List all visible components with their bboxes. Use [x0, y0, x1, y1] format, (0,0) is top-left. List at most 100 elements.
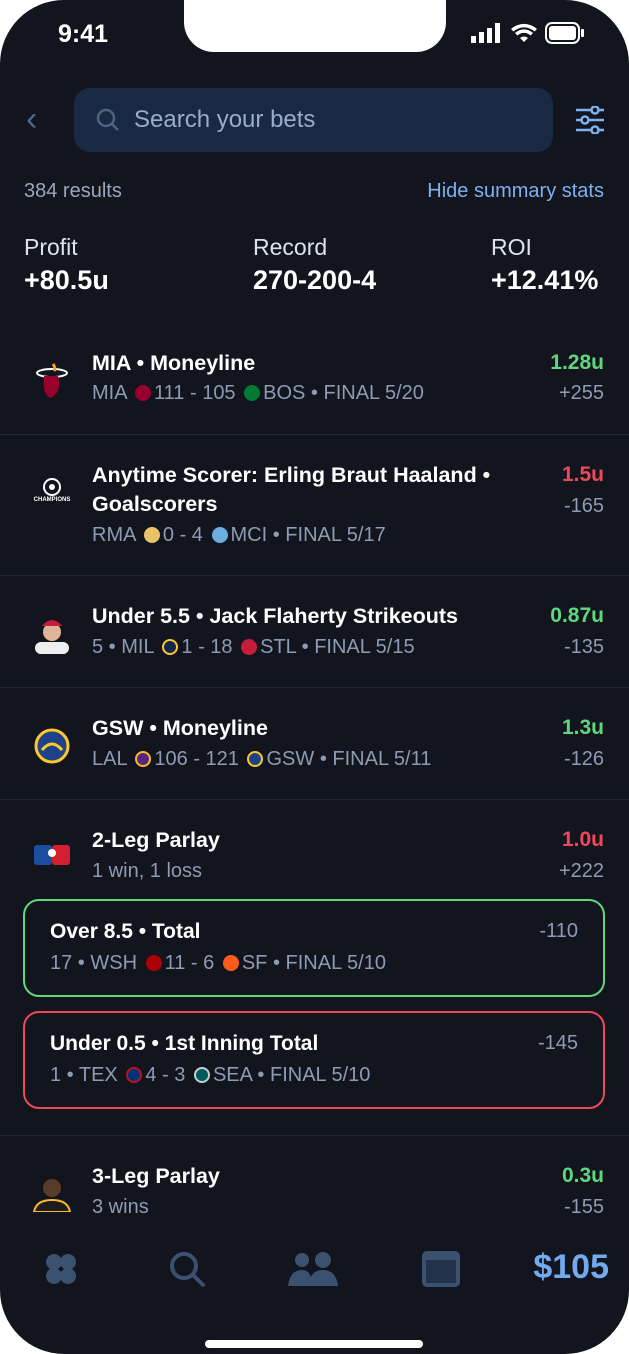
search-bar[interactable]	[74, 88, 553, 152]
bet-subtitle: 5 • MIL 1 - 18 STL • FINAL 5/15	[92, 636, 415, 658]
game-status: FINAL 5/17	[285, 524, 386, 546]
team-home: SEA	[212, 1064, 252, 1086]
cardinals-icon	[241, 639, 258, 655]
bet-row[interactable]: Under 5.5 • Jack Flaherty Strikeouts 5 •…	[0, 576, 629, 688]
team-away: 1 • TEX	[50, 1064, 118, 1086]
bet-amount: 0.87u	[550, 604, 604, 627]
search-tab-icon[interactable]	[168, 1250, 206, 1288]
stat-profit: Profit +80.5u	[24, 234, 109, 296]
bet-amount: 1.28u	[550, 351, 604, 374]
bottom-nav: $105	[0, 1246, 629, 1292]
player-headshot	[30, 1170, 74, 1214]
stat-value: 270-200-4	[253, 265, 377, 295]
bet-odds: +255	[558, 382, 604, 404]
team-away: MIA	[92, 382, 127, 404]
bet-odds: -165	[563, 495, 604, 517]
wifi-icon	[511, 23, 537, 42]
team-home: GSW	[266, 748, 315, 770]
nationals-icon	[145, 955, 162, 971]
stat-label: Profit	[24, 234, 78, 260]
game-status: FINAL 5/20	[323, 382, 424, 404]
team-away: 17 • WSH	[50, 952, 138, 974]
bet-row-parlay[interactable]: 2-Leg Parlay 1 win, 1 loss 1.0u +222 Ove…	[0, 800, 629, 1136]
bet-odds: -135	[563, 636, 604, 658]
lakers-icon	[135, 751, 152, 767]
stat-label: ROI	[491, 234, 532, 260]
bet-title: GSW • Moneyline	[92, 716, 268, 740]
bet-subtitle: 1 win, 1 loss	[92, 860, 203, 882]
mlb-logo	[30, 833, 74, 877]
notch	[184, 0, 446, 52]
player-headshot	[30, 612, 74, 656]
stat-label: Record	[253, 234, 328, 260]
score: 0 - 4	[162, 524, 203, 546]
leg-odds: -110	[539, 920, 578, 942]
warriors-icon	[247, 751, 264, 767]
score: 1 - 18	[181, 636, 233, 658]
team-away: RMA	[92, 524, 136, 546]
score: 106 - 121	[154, 748, 239, 770]
clover-icon[interactable]	[42, 1250, 80, 1288]
bet-title: Under 5.5 • Jack Flaherty Strikeouts	[92, 604, 459, 628]
mariners-icon	[193, 1067, 210, 1083]
bet-title: 2-Leg Parlay	[92, 828, 220, 852]
calendar-icon[interactable]	[421, 1250, 461, 1288]
filter-icon[interactable]	[576, 106, 604, 134]
team-away: LAL	[92, 748, 127, 770]
champions-league-logo: CHAMPIONS	[30, 468, 74, 512]
team-home: BOS	[263, 382, 306, 404]
game-status: FINAL 5/15	[314, 636, 415, 658]
team-away: 5 • MIL	[92, 636, 154, 658]
leg-odds: -145	[537, 1032, 578, 1054]
giants-icon	[222, 955, 239, 971]
back-button[interactable]: ‹	[26, 100, 38, 138]
celtics-icon	[244, 385, 261, 401]
bet-amount: 1.0u	[561, 828, 604, 851]
parlay-leg-loss[interactable]: Under 0.5 • 1st Inning Total 1 • TEX 4 -…	[23, 1011, 605, 1109]
home-indicator	[205, 1340, 423, 1348]
bet-title: Anytime Scorer: Erling Braut Haaland • G…	[92, 463, 491, 516]
brewers-icon	[162, 639, 179, 655]
team-home: MCI	[230, 524, 268, 546]
bet-row[interactable]: MIA • Moneyline MIA 111 - 105 BOS • FINA…	[0, 334, 629, 435]
hide-summary-link[interactable]: Hide summary stats	[427, 180, 604, 202]
search-input[interactable]	[134, 106, 514, 134]
bet-subtitle: MIA 111 - 105 BOS • FINAL 5/20	[92, 382, 424, 404]
rangers-icon	[126, 1067, 143, 1083]
balance-tab[interactable]: $105	[533, 1248, 609, 1286]
team-home: STL	[260, 636, 297, 658]
status-time: 9:41	[58, 20, 109, 48]
man-city-icon	[211, 527, 228, 543]
leg-title: Over 8.5 • Total	[50, 920, 201, 943]
bet-subtitle: LAL 106 - 121 GSW • FINAL 5/11	[92, 748, 432, 770]
game-status: FINAL 5/10	[269, 1064, 371, 1086]
bet-title: 3-Leg Parlay	[92, 1164, 220, 1188]
search-icon	[96, 108, 119, 131]
bet-row[interactable]: GSW • Moneyline LAL 106 - 121 GSW • FINA…	[0, 688, 629, 800]
status-icons	[471, 22, 585, 44]
stat-value: +80.5u	[24, 265, 109, 295]
bet-amount: 1.3u	[561, 716, 604, 739]
bet-row[interactable]: 3-Leg Parlay 3 wins 0.3u -155	[0, 1136, 629, 1236]
game-status: FINAL 5/10	[285, 952, 386, 974]
stat-record: Record 270-200-4	[253, 234, 376, 296]
team-home: SF	[241, 952, 268, 974]
bet-amount: 1.5u	[561, 463, 604, 486]
stat-value: +12.41%	[491, 265, 599, 295]
score: 111 - 105	[154, 382, 236, 404]
battery-icon	[545, 22, 584, 44]
bet-odds: -126	[563, 748, 604, 770]
bet-amount: 0.3u	[561, 1164, 604, 1187]
leg-title: Under 0.5 • 1st Inning Total	[50, 1032, 319, 1055]
bet-odds: -155	[563, 1196, 604, 1218]
real-madrid-icon	[143, 527, 160, 543]
bet-subtitle: 3 wins	[92, 1196, 149, 1218]
signal-icon	[471, 23, 500, 43]
parlay-leg-win[interactable]: Over 8.5 • Total 17 • WSH 11 - 6 SF • FI…	[23, 899, 605, 997]
bet-subtitle: RMA 0 - 4 MCI • FINAL 5/17	[92, 524, 386, 546]
bet-title: MIA • Moneyline	[92, 351, 256, 375]
bet-row[interactable]: CHAMPIONS Anytime Scorer: Erling Braut H…	[0, 435, 629, 576]
friends-icon[interactable]	[288, 1250, 340, 1288]
miami-heat-logo	[30, 359, 74, 403]
